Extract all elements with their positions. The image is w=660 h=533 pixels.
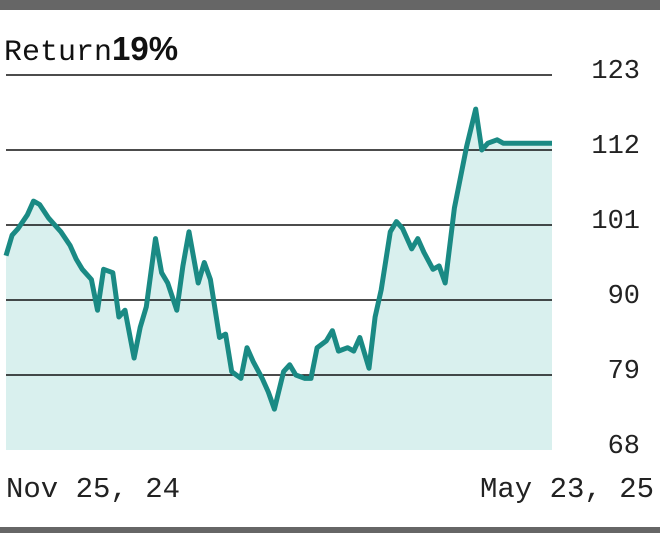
return-header: Return19%	[4, 30, 178, 70]
series-line	[3, 106, 552, 412]
y-axis-ticks: 68 79 90 101 112 123	[591, 57, 640, 462]
x-tick-end: May 23, 25	[480, 473, 654, 506]
x-tick-start: Nov 25, 24	[6, 473, 180, 506]
return-value: 19%	[112, 30, 178, 67]
plot-area	[3, 74, 552, 450]
top-border	[0, 0, 660, 10]
area-fill	[6, 109, 552, 450]
y-tick-label: 112	[591, 132, 640, 162]
bottom-border	[0, 527, 660, 533]
y-tick-label: 68	[608, 432, 640, 462]
y-tick-label: 79	[608, 357, 640, 387]
return-label: Return	[4, 36, 112, 70]
y-tick-label: 90	[608, 282, 640, 312]
y-tick-label: 123	[591, 57, 640, 87]
y-tick-label: 101	[591, 207, 640, 237]
